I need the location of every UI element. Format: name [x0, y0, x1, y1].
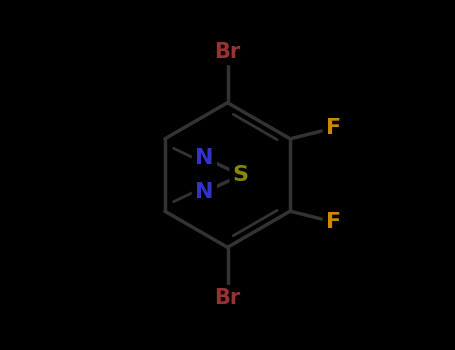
- Text: F: F: [326, 212, 341, 232]
- Text: Br: Br: [214, 42, 241, 62]
- Text: S: S: [233, 165, 249, 185]
- Text: N: N: [195, 182, 213, 202]
- Text: Br: Br: [214, 288, 241, 308]
- Text: N: N: [195, 148, 213, 168]
- Text: F: F: [326, 118, 341, 138]
